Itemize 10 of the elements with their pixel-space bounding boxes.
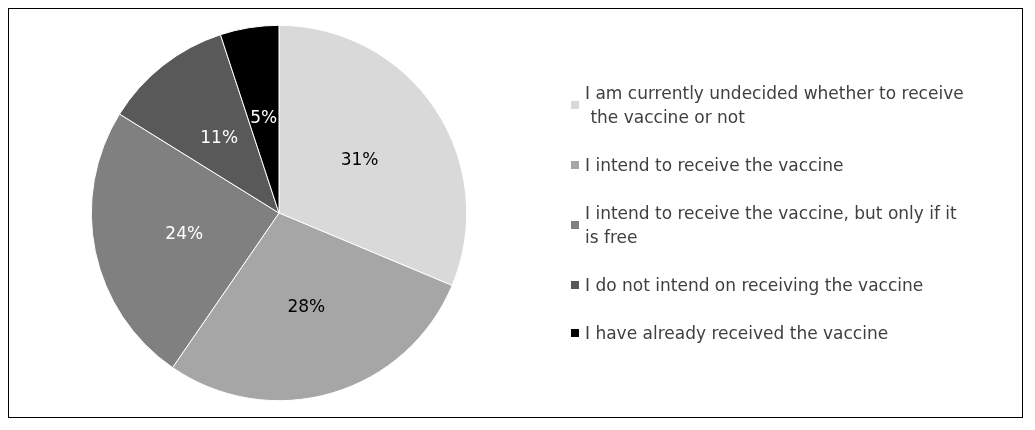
data-label: 28% xyxy=(287,295,326,316)
legend-label: I intend to receive the vaccine xyxy=(585,155,844,175)
data-label: 11% xyxy=(200,126,239,147)
legend-label: I intend to receive the vaccine, but only if it is free xyxy=(585,203,963,247)
legend-label: I have already received the vaccine xyxy=(585,323,889,343)
data-label: 24% xyxy=(165,222,204,243)
legend-label: I am currently undecided whether to receive the vaccine or not xyxy=(585,83,964,127)
data-label: 5% xyxy=(250,107,278,128)
data-label: 31% xyxy=(340,149,379,170)
legend-label: I do not intend on receiving the vaccine xyxy=(585,275,924,295)
